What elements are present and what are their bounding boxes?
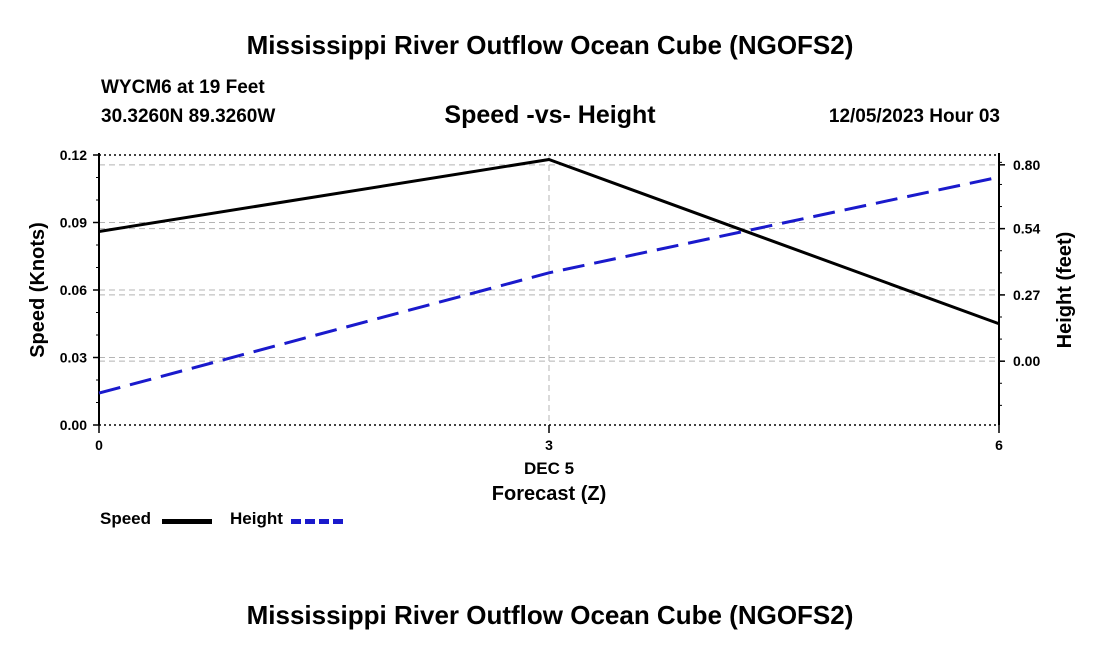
- legend-height-label: Height: [230, 509, 283, 528]
- y-tick-label-left-2: 0.06: [60, 282, 87, 298]
- y-tick-label-right-0: 0.00: [1013, 353, 1040, 369]
- axes-layer: 0.00 0.03 0.06 0.09 0.12 0.00 0.27 0.54 0.80 0 3 6: [60, 147, 1041, 453]
- chart-subtitle: Speed -vs- Height: [444, 101, 656, 129]
- y-axis-label-right: Height (feet): [1054, 232, 1076, 349]
- chart-title: Mississippi River Outflow Ocean Cube (NG…: [246, 30, 854, 60]
- y-tick-label-left-1: 0.03: [60, 350, 87, 366]
- x-axis-sublabel: DEC 5: [524, 459, 574, 478]
- legend-height-swatch: [291, 519, 343, 524]
- series-layer: [98, 158, 1000, 395]
- series-line-speed: [98, 158, 1000, 326]
- y-tick-label-left-0: 0.00: [60, 417, 87, 433]
- x-tick-label-0: 0: [95, 437, 103, 453]
- legend-speed-label: Speed: [100, 509, 152, 528]
- x-axis-label: Forecast (Z): [492, 483, 606, 505]
- grid-layer: [99, 154, 999, 426]
- station-label: WYCM6 at 19 Feet: [101, 77, 265, 98]
- x-tick-label-2: 6: [995, 437, 1003, 453]
- y-tick-label-left-4: 0.12: [60, 147, 87, 163]
- legend-speed-swatch: [162, 519, 212, 524]
- y-tick-label-right-2: 0.54: [1013, 221, 1040, 237]
- series-line-height: [98, 175, 1000, 395]
- y-tick-label-right-1: 0.27: [1013, 287, 1040, 303]
- y-tick-label-right-3: 0.80: [1013, 157, 1040, 173]
- forecast-date: 12/05/2023 Hour 03: [828, 106, 1000, 127]
- y-tick-label-left-3: 0.09: [60, 215, 87, 231]
- station-coords: 30.3260N 89.3260W: [101, 106, 276, 127]
- y-axis-label-left: Speed (Knots): [27, 222, 49, 358]
- x-tick-label-1: 3: [545, 437, 553, 453]
- bottom-chart-title: Mississippi River Outflow Ocean Cube (NG…: [246, 600, 854, 630]
